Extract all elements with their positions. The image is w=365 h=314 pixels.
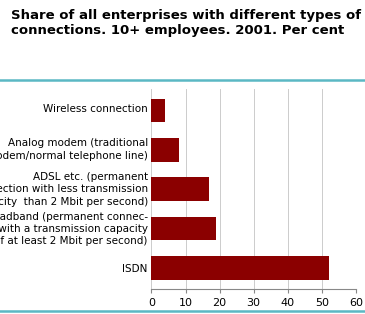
- Bar: [151, 177, 210, 201]
- Bar: [151, 99, 165, 122]
- X-axis label: Per cent: Per cent: [230, 313, 278, 314]
- Bar: [151, 138, 179, 162]
- Bar: [151, 256, 328, 280]
- Text: Wireless connection: Wireless connection: [43, 105, 148, 114]
- Text: Share of all enterprises with different types of Internet
connections. 10+ emplo: Share of all enterprises with different …: [11, 9, 365, 37]
- Text: ISDN: ISDN: [122, 264, 148, 274]
- Text: Broadband (permanent connec-
tion with a transmission capacity
of at least 2 Mbi: Broadband (permanent connec- tion with a…: [0, 212, 148, 246]
- Bar: [151, 217, 216, 241]
- Text: Analog modem (traditional
modem/normal telephone line): Analog modem (traditional modem/normal t…: [0, 138, 148, 160]
- Text: ADSL etc. (permanent
connection with less transmission
capacity  than 2 Mbit per: ADSL etc. (permanent connection with les…: [0, 172, 148, 207]
